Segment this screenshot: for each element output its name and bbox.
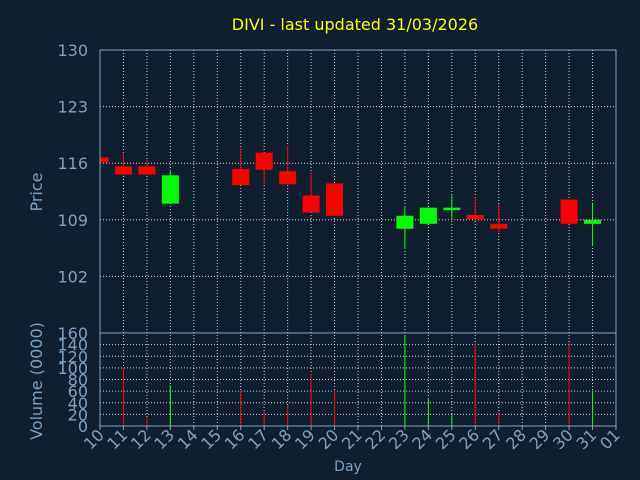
- price-tick-label: 130: [57, 41, 88, 60]
- day-axis-label: Day: [334, 459, 362, 475]
- candle-body: [490, 223, 508, 229]
- chart-title: DIVI - last updated 31/03/2026: [232, 15, 478, 34]
- candle-body: [419, 207, 437, 224]
- price-tick-label: 123: [57, 98, 88, 117]
- candle-body: [232, 168, 250, 186]
- candle-body: [326, 183, 344, 216]
- candle-body: [396, 215, 414, 229]
- price-tick-label: 102: [57, 267, 88, 286]
- candle-body: [161, 175, 179, 204]
- volume-tick-label: 60: [68, 382, 88, 401]
- volume-tick-label: 160: [57, 324, 88, 343]
- candle-body: [100, 157, 109, 163]
- volume-tick-label: 20: [68, 405, 88, 424]
- candle-body: [255, 152, 273, 170]
- candle-body: [560, 199, 578, 224]
- price-tick-label: 109: [57, 211, 88, 230]
- candle-body: [138, 166, 156, 175]
- candle-body: [584, 219, 602, 224]
- candle-body: [443, 207, 461, 211]
- volume-tick-label: 100: [57, 359, 88, 378]
- price-tick-label: 116: [57, 154, 88, 173]
- volume-tick-label: 80: [68, 371, 88, 390]
- volume-axis-label: Volume (0000): [27, 322, 46, 440]
- volume-tick-label: 0: [78, 417, 88, 436]
- volume-tick-label: 120: [57, 347, 88, 366]
- price-axis-label: Price: [27, 172, 46, 211]
- volume-tick-label: 40: [68, 394, 88, 413]
- price-panel: 102 109 116 123 130: [57, 41, 617, 426]
- candle-body: [302, 195, 320, 213]
- candle-body: [279, 171, 297, 185]
- candle-body: [114, 166, 132, 175]
- volume-tick-label: 140: [57, 336, 88, 355]
- day-tick-labels: 1011121314151617181920212223242526272829…: [80, 425, 624, 453]
- candle-body: [466, 214, 484, 219]
